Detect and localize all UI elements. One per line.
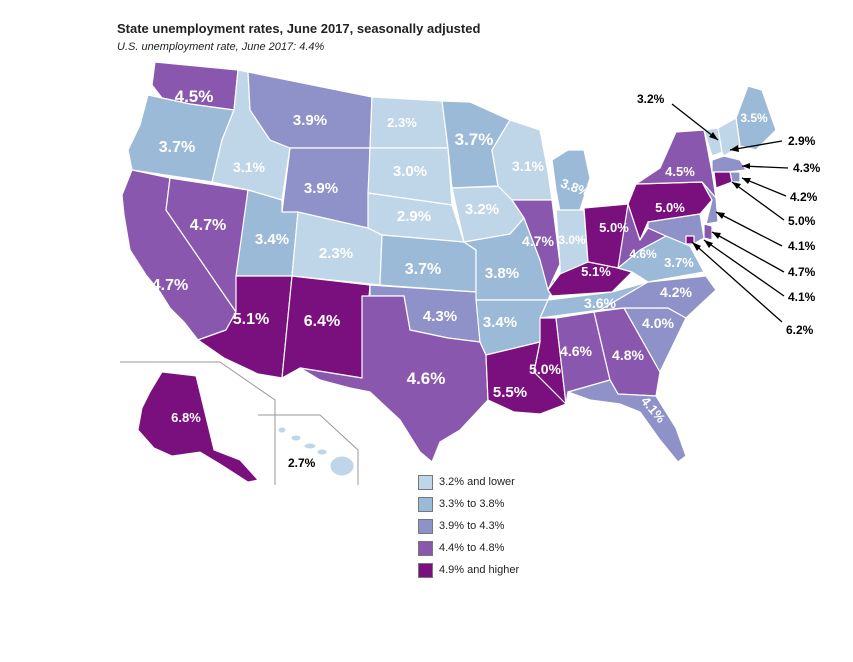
label-wi: 3.1% xyxy=(512,158,544,174)
label-ny: 4.5% xyxy=(665,164,695,179)
label-ia: 3.2% xyxy=(465,201,499,218)
label-id: 3.1% xyxy=(233,159,265,175)
legend-label: 4.4% to 4.8% xyxy=(439,542,505,554)
label-nm: 6.4% xyxy=(304,313,340,330)
state-wi xyxy=(491,119,553,201)
external-labels: 3.2% 2.9% 4.3% 4.2% 5.0% 4.1% 4.7% 4.1% … xyxy=(288,92,821,470)
label-vt: 3.2% xyxy=(637,92,665,106)
label-wa: 4.5% xyxy=(175,87,214,106)
state-nj xyxy=(701,181,719,225)
map-title: State unemployment rates, June 2017, sea… xyxy=(117,21,481,36)
label-oh: 5.0% xyxy=(599,220,629,235)
legend-item: 4.9% and higher xyxy=(418,559,519,581)
legend-label: 3.3% to 3.8% xyxy=(439,498,505,510)
label-sd: 3.0% xyxy=(393,163,427,180)
label-ak: 6.8% xyxy=(171,410,201,425)
label-ma: 4.3% xyxy=(793,161,821,175)
label-md: 4.1% xyxy=(788,290,816,304)
legend-item: 3.9% to 4.3% xyxy=(418,515,519,537)
legend-swatch xyxy=(418,562,433,578)
label-mt: 3.9% xyxy=(293,112,327,129)
legend-swatch xyxy=(418,496,433,512)
legend-swatch xyxy=(418,540,433,556)
label-ca: 4.7% xyxy=(152,277,188,294)
label-ne: 2.9% xyxy=(397,208,431,225)
label-va: 3.7% xyxy=(664,255,694,270)
label-or: 3.7% xyxy=(159,139,195,156)
label-wv: 4.6% xyxy=(629,247,657,261)
label-pa: 5.0% xyxy=(655,200,685,215)
legend-item: 3.2% and lower xyxy=(418,471,519,493)
label-la: 5.5% xyxy=(493,384,527,401)
label-ct: 5.0% xyxy=(788,214,816,228)
label-mo: 3.8% xyxy=(485,265,519,282)
label-me: 3.5% xyxy=(740,111,768,125)
state-de xyxy=(703,223,713,241)
label-ga: 4.8% xyxy=(612,347,644,363)
state-ma xyxy=(711,155,747,173)
legend-swatch xyxy=(418,518,433,534)
map-subtitle: U.S. unemployment rate, June 2017: 4.4% xyxy=(117,41,325,53)
label-tx: 4.6% xyxy=(407,369,446,388)
label-az: 5.1% xyxy=(233,311,269,328)
hawaii-inset-border xyxy=(258,414,359,485)
label-nv: 4.7% xyxy=(190,217,226,234)
label-ar: 3.4% xyxy=(483,314,517,331)
label-ms: 5.0% xyxy=(529,361,561,377)
label-hi: 2.7% xyxy=(288,456,316,470)
label-ky: 5.1% xyxy=(581,264,611,279)
northeast-arrowheads xyxy=(692,132,751,251)
label-ut: 3.4% xyxy=(255,231,289,248)
legend-swatch xyxy=(418,474,433,490)
alaska-inset-border xyxy=(120,361,276,485)
state-ct xyxy=(713,171,733,189)
legend-label: 3.9% to 4.3% xyxy=(439,520,505,532)
label-nh: 2.9% xyxy=(788,134,816,148)
legend-item: 4.4% to 4.8% xyxy=(418,537,519,559)
state-mi xyxy=(551,149,591,213)
label-de: 4.7% xyxy=(788,265,816,279)
state-ak xyxy=(137,371,259,483)
state-hi xyxy=(277,426,355,477)
legend-label: 4.9% and higher xyxy=(439,564,520,576)
legend: 3.2% and lower 3.3% to 3.8% 3.9% to 4.3%… xyxy=(418,471,519,581)
label-nc: 4.2% xyxy=(660,284,692,300)
label-ri: 4.2% xyxy=(790,190,818,204)
label-in: 3.0% xyxy=(558,233,586,247)
label-co: 2.3% xyxy=(319,245,353,262)
state-nh xyxy=(717,117,741,157)
label-mn: 3.7% xyxy=(455,130,494,149)
label-dc: 6.2% xyxy=(786,323,814,337)
state-tx xyxy=(299,295,489,463)
label-sc: 4.0% xyxy=(642,315,674,331)
label-wy: 3.9% xyxy=(304,180,338,197)
label-ks: 3.7% xyxy=(405,261,441,278)
label-al: 4.6% xyxy=(560,343,592,359)
state-fl xyxy=(567,379,687,463)
label-tn: 3.6% xyxy=(584,295,616,311)
legend-label: 3.2% and lower xyxy=(439,476,515,488)
state-nc xyxy=(599,275,717,319)
label-ok: 4.3% xyxy=(423,308,457,325)
label-nj: 4.1% xyxy=(788,239,816,253)
label-il: 4.7% xyxy=(522,233,554,249)
label-nd: 2.3% xyxy=(387,115,417,130)
legend-item: 3.3% to 3.8% xyxy=(418,493,519,515)
